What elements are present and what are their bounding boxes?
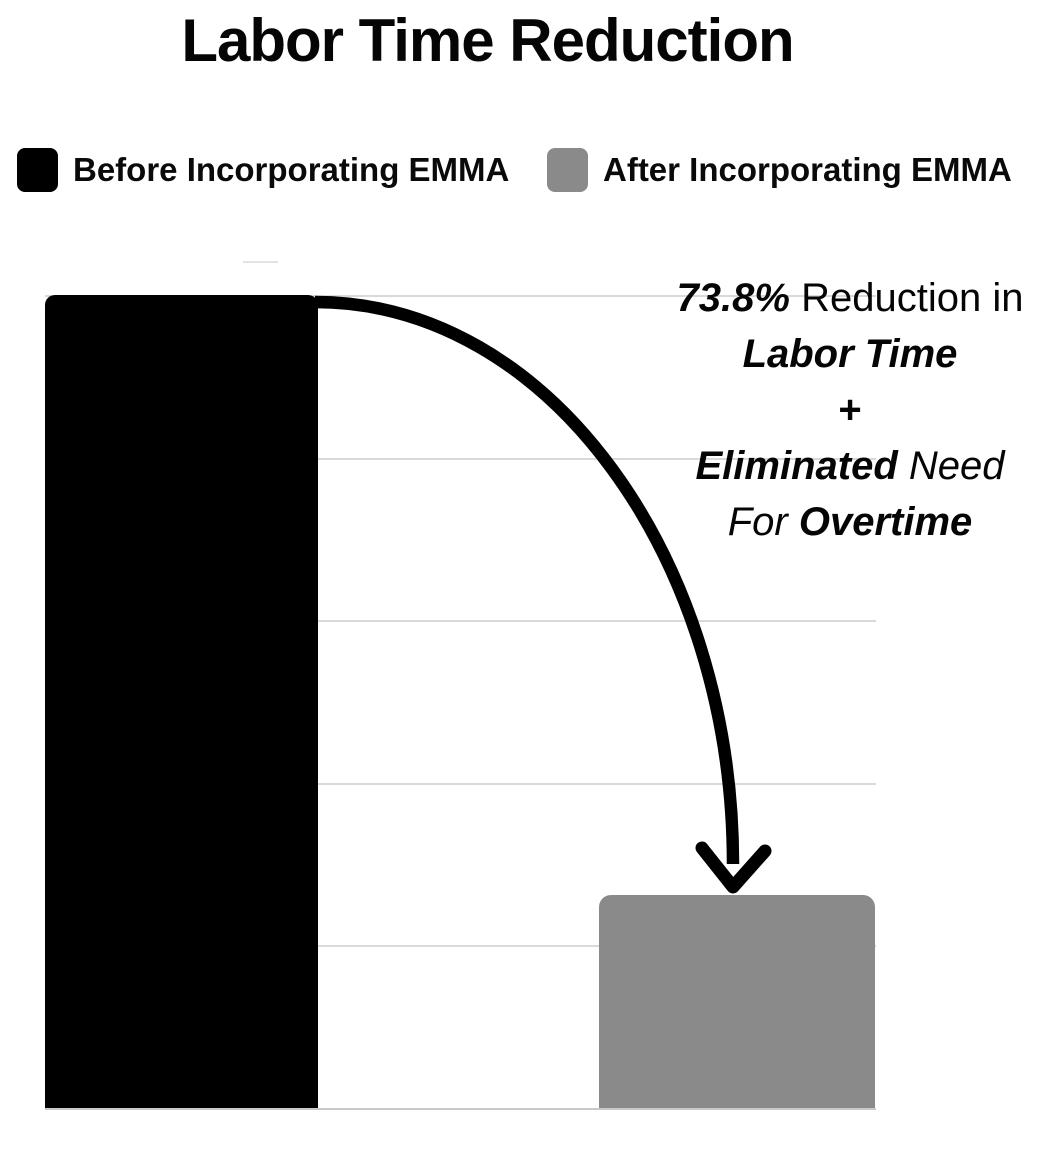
legend-swatch-after (547, 148, 588, 192)
plot-area (45, 295, 876, 1110)
gridline-fragment (243, 261, 278, 263)
annotation-line-3: + (838, 388, 862, 432)
gridline-20 (45, 945, 876, 948)
baseline (45, 1108, 876, 1110)
legend-item-after: After Incorporating EMMA (547, 148, 1012, 192)
bar-before-emma (45, 295, 318, 1108)
annotation-line-1: 73.8% Reduction in (676, 276, 1024, 320)
bar-after-emma (599, 895, 875, 1108)
legend-label-after: After Incorporating EMMA (603, 151, 1012, 188)
annotation-line-4: Eliminated Need (695, 444, 1005, 488)
legend-label-before: Before Incorporating EMMA (73, 151, 510, 188)
annotation-line-5: For Overtime (727, 500, 973, 544)
chart-title: Labor Time Reduction (181, 7, 794, 74)
annotation-text: 73.8% Reduction in Labor Time + Eliminat… (653, 270, 1047, 550)
legend-item-before: Before Incorporating EMMA (17, 148, 509, 192)
annotation-line-2: Labor Time (742, 332, 958, 376)
legend-swatch-before (17, 148, 58, 192)
